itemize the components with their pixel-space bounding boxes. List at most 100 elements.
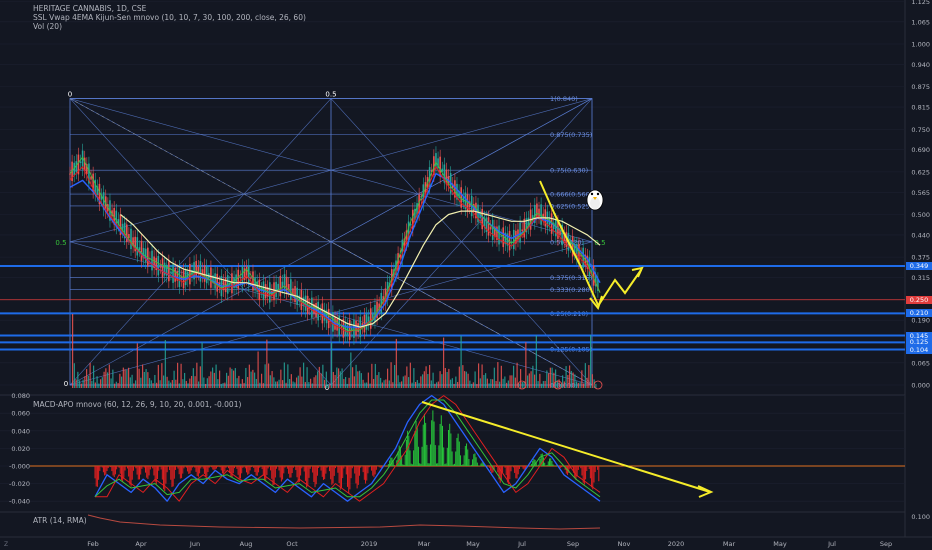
volume-bar [348,377,350,388]
volume-bar [528,373,530,388]
volume-bar [443,337,445,388]
volume-bar [79,380,81,388]
volume-bar [436,382,438,388]
candle-body [597,279,599,291]
candle-body [243,268,246,281]
volume-bar [383,380,385,388]
candle-body [454,180,456,198]
volume-bar [583,383,585,388]
candle-body [174,267,176,282]
indicator-volume-label[interactable]: Vol (20) [33,22,63,31]
candle-body [441,168,444,172]
volume-bar [332,371,334,388]
volume-bar [558,379,560,388]
volume-bar [178,383,180,388]
volume-bar [325,371,327,388]
apo-line [94,399,601,498]
candle-body [239,277,242,279]
candle-body [430,170,433,173]
volume-bar [273,377,275,388]
candle-body [172,264,174,283]
candle-body [277,283,280,292]
candle-body [77,154,80,175]
candle-body [502,227,505,248]
y-tick-label: 0.750 [911,126,930,134]
volume-bar [177,362,179,388]
volume-bar [441,374,443,388]
volume-bar [161,363,163,388]
kijun-line [69,166,601,333]
volume-bar [542,381,544,388]
fan-label: 0 [64,380,68,388]
volume-bar [409,362,411,388]
fib-level-label: 0.75(0.630) [550,167,588,175]
volume-bar [114,383,116,388]
volume-bar [259,382,261,388]
candle-body [92,173,94,192]
yellow-arrowhead [697,485,714,498]
candle-body [231,273,233,294]
volume-bar [171,380,173,388]
candle-body [409,223,412,226]
candle-body [487,217,490,236]
candle-body [380,292,383,314]
indicator-ssl-label[interactable]: SSL Vwap 4EMA Kijun-Sen mnovo (10, 10, 7… [33,13,306,22]
volume-bar [353,376,355,388]
volume-bar [464,371,466,388]
volume-bar [548,373,550,388]
candle-body [531,215,534,219]
candle-body [170,271,172,274]
volume-bar [241,379,243,388]
y-tick-label: 0.565 [911,189,930,197]
yellow-down-arrow [539,180,599,306]
volume-bar [448,368,450,388]
volume-bar [450,379,452,388]
event-marker-icon [593,380,603,390]
candle-body [414,208,416,221]
volume-bar [308,382,310,388]
volume-bar [595,383,597,388]
candle-body [153,256,155,269]
candle-body [378,303,380,310]
candle-body [275,281,277,298]
yellow-macd-trendline [421,401,711,493]
candle-body [525,218,528,233]
volume-bar [576,381,578,388]
macd-label[interactable]: MACD-APO mnovo (60, 12, 26, 9, 10, 20, 0… [33,400,242,409]
volume-bar [563,381,565,388]
volume-bar [497,362,499,388]
volume-bar [203,377,205,388]
volume-bar [411,382,413,388]
volume-bar [574,374,576,388]
candle-body [90,176,92,180]
candle-body [340,326,343,328]
candle-body [256,281,258,292]
chart-legend: HERITAGE CANNABIS, 1D, CSE SSL Vwap 4EMA… [33,4,306,31]
y-tick-label: 0.315 [911,274,930,282]
candle-body [203,265,206,282]
volume-bar [185,380,187,388]
volume-bar [341,368,343,388]
symbol-title[interactable]: HERITAGE CANNABIS, 1D, CSE [33,4,147,13]
volume-bar [395,338,397,388]
volume-bar [502,378,504,388]
volume-bar [355,364,357,388]
atr-label[interactable]: ATR (14, RMA) [33,516,87,525]
candle-body [283,274,286,292]
candle-body [165,264,168,276]
candle-body [159,266,162,268]
volume-bar [357,371,359,388]
volume-bar [138,368,140,388]
volume-bar [513,365,515,388]
candle-body [119,214,122,235]
candle-body [300,289,303,310]
candle-body [121,223,124,232]
volume-bar [404,375,406,388]
volume-bar [122,367,124,388]
volume-bar [205,383,207,388]
candle-body [407,221,410,241]
volume-bar [493,367,495,388]
volume-bar [257,351,259,388]
candle-body [374,305,376,322]
